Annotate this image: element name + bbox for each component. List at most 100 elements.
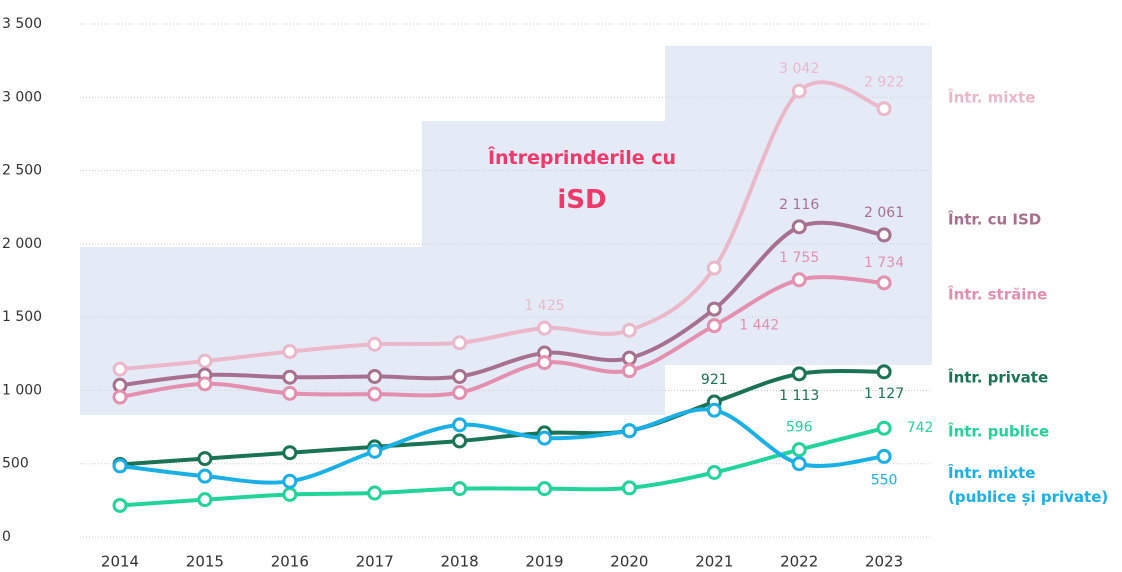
data-label: 1 442 bbox=[739, 318, 779, 334]
legend-label: Într. mixte bbox=[948, 88, 1035, 107]
point bbox=[791, 83, 807, 99]
x-tick-label: 2014 bbox=[101, 553, 139, 571]
point bbox=[452, 335, 468, 351]
point bbox=[112, 377, 128, 393]
y-tick-label: 3 500 bbox=[2, 16, 42, 32]
point bbox=[282, 344, 298, 360]
point bbox=[537, 355, 552, 371]
point bbox=[706, 402, 722, 418]
data-label: 1 755 bbox=[779, 250, 819, 266]
x-tick-label: 2019 bbox=[525, 553, 563, 571]
point bbox=[197, 468, 213, 484]
point bbox=[537, 320, 552, 336]
point bbox=[791, 272, 807, 288]
point bbox=[791, 442, 807, 458]
point bbox=[706, 301, 722, 317]
point bbox=[112, 361, 128, 377]
series-line bbox=[119, 426, 885, 508]
point bbox=[876, 420, 892, 436]
point bbox=[367, 336, 383, 352]
point bbox=[876, 448, 892, 464]
point bbox=[452, 433, 468, 449]
point bbox=[282, 445, 298, 461]
series-line bbox=[119, 275, 885, 400]
y-tick-label: 1 500 bbox=[2, 309, 42, 325]
point bbox=[791, 456, 807, 472]
point bbox=[537, 430, 552, 446]
legend-line: (publice și private) bbox=[948, 488, 1108, 506]
point bbox=[876, 227, 892, 243]
data-label: 596 bbox=[786, 420, 813, 436]
data-label: 1 113 bbox=[779, 388, 819, 404]
legend-line: Într. mixte bbox=[948, 463, 1035, 482]
point bbox=[367, 485, 383, 501]
point bbox=[112, 389, 128, 405]
annotation-line: iSD bbox=[557, 185, 606, 215]
data-label: 550 bbox=[871, 472, 898, 488]
data-label: 742 bbox=[907, 420, 934, 436]
data-label: 2 116 bbox=[779, 197, 819, 213]
point bbox=[282, 473, 298, 489]
y-tick-label: 1 000 bbox=[2, 382, 42, 398]
x-tick-label: 2020 bbox=[610, 553, 648, 571]
point bbox=[282, 385, 298, 401]
point bbox=[282, 369, 298, 385]
point bbox=[537, 481, 552, 497]
point bbox=[876, 101, 892, 117]
point bbox=[197, 376, 213, 392]
point bbox=[791, 366, 807, 382]
point bbox=[367, 369, 383, 385]
series-line bbox=[119, 369, 885, 467]
point bbox=[621, 350, 637, 366]
x-tick-label: 2018 bbox=[441, 553, 479, 571]
point bbox=[791, 219, 807, 235]
data-label: 1 425 bbox=[524, 298, 564, 314]
point bbox=[621, 480, 637, 496]
data-label: 2 922 bbox=[864, 75, 904, 91]
x-tick-label: 2022 bbox=[780, 553, 818, 571]
point bbox=[112, 497, 128, 513]
data-label: 1 127 bbox=[864, 386, 904, 402]
series-line bbox=[119, 407, 885, 485]
point bbox=[876, 364, 892, 380]
point bbox=[367, 443, 383, 459]
point bbox=[621, 363, 637, 379]
data-label: 921 bbox=[701, 372, 728, 388]
point bbox=[197, 451, 213, 467]
point bbox=[706, 318, 722, 334]
x-tick-label: 2016 bbox=[271, 553, 309, 571]
x-tick-label: 2017 bbox=[356, 553, 394, 571]
series-line bbox=[119, 220, 885, 388]
legend-label: Într. private bbox=[948, 368, 1048, 387]
point bbox=[197, 353, 213, 369]
point bbox=[367, 386, 383, 402]
point bbox=[876, 275, 892, 291]
data-label: 3 042 bbox=[779, 61, 819, 77]
y-tick-label: 2 000 bbox=[2, 236, 42, 252]
legend-label: Într. publice bbox=[948, 422, 1049, 441]
y-tick-label: 3 000 bbox=[2, 89, 42, 105]
x-tick-label: 2023 bbox=[865, 553, 903, 571]
data-label: 1 734 bbox=[864, 255, 904, 271]
point bbox=[621, 423, 637, 439]
point bbox=[452, 369, 468, 385]
legend-label: Într. cu ISD bbox=[948, 210, 1041, 229]
y-tick-label: 500 bbox=[2, 456, 29, 472]
point bbox=[452, 385, 468, 401]
point bbox=[112, 458, 128, 474]
point bbox=[197, 492, 213, 508]
point bbox=[282, 486, 298, 502]
x-tick-label: 2021 bbox=[695, 553, 733, 571]
legend-label: Într. străine bbox=[948, 285, 1047, 304]
data-label: 2 061 bbox=[864, 205, 904, 221]
y-tick-label: 2 500 bbox=[2, 163, 42, 179]
point bbox=[706, 465, 722, 481]
legend-label: Într. mixte (publice și private) bbox=[948, 463, 1108, 506]
x-tick-label: 2015 bbox=[186, 553, 224, 571]
point bbox=[452, 481, 468, 497]
point bbox=[452, 417, 468, 433]
series-line bbox=[119, 80, 885, 372]
point bbox=[706, 260, 722, 276]
y-tick-label: 0 bbox=[2, 529, 11, 545]
